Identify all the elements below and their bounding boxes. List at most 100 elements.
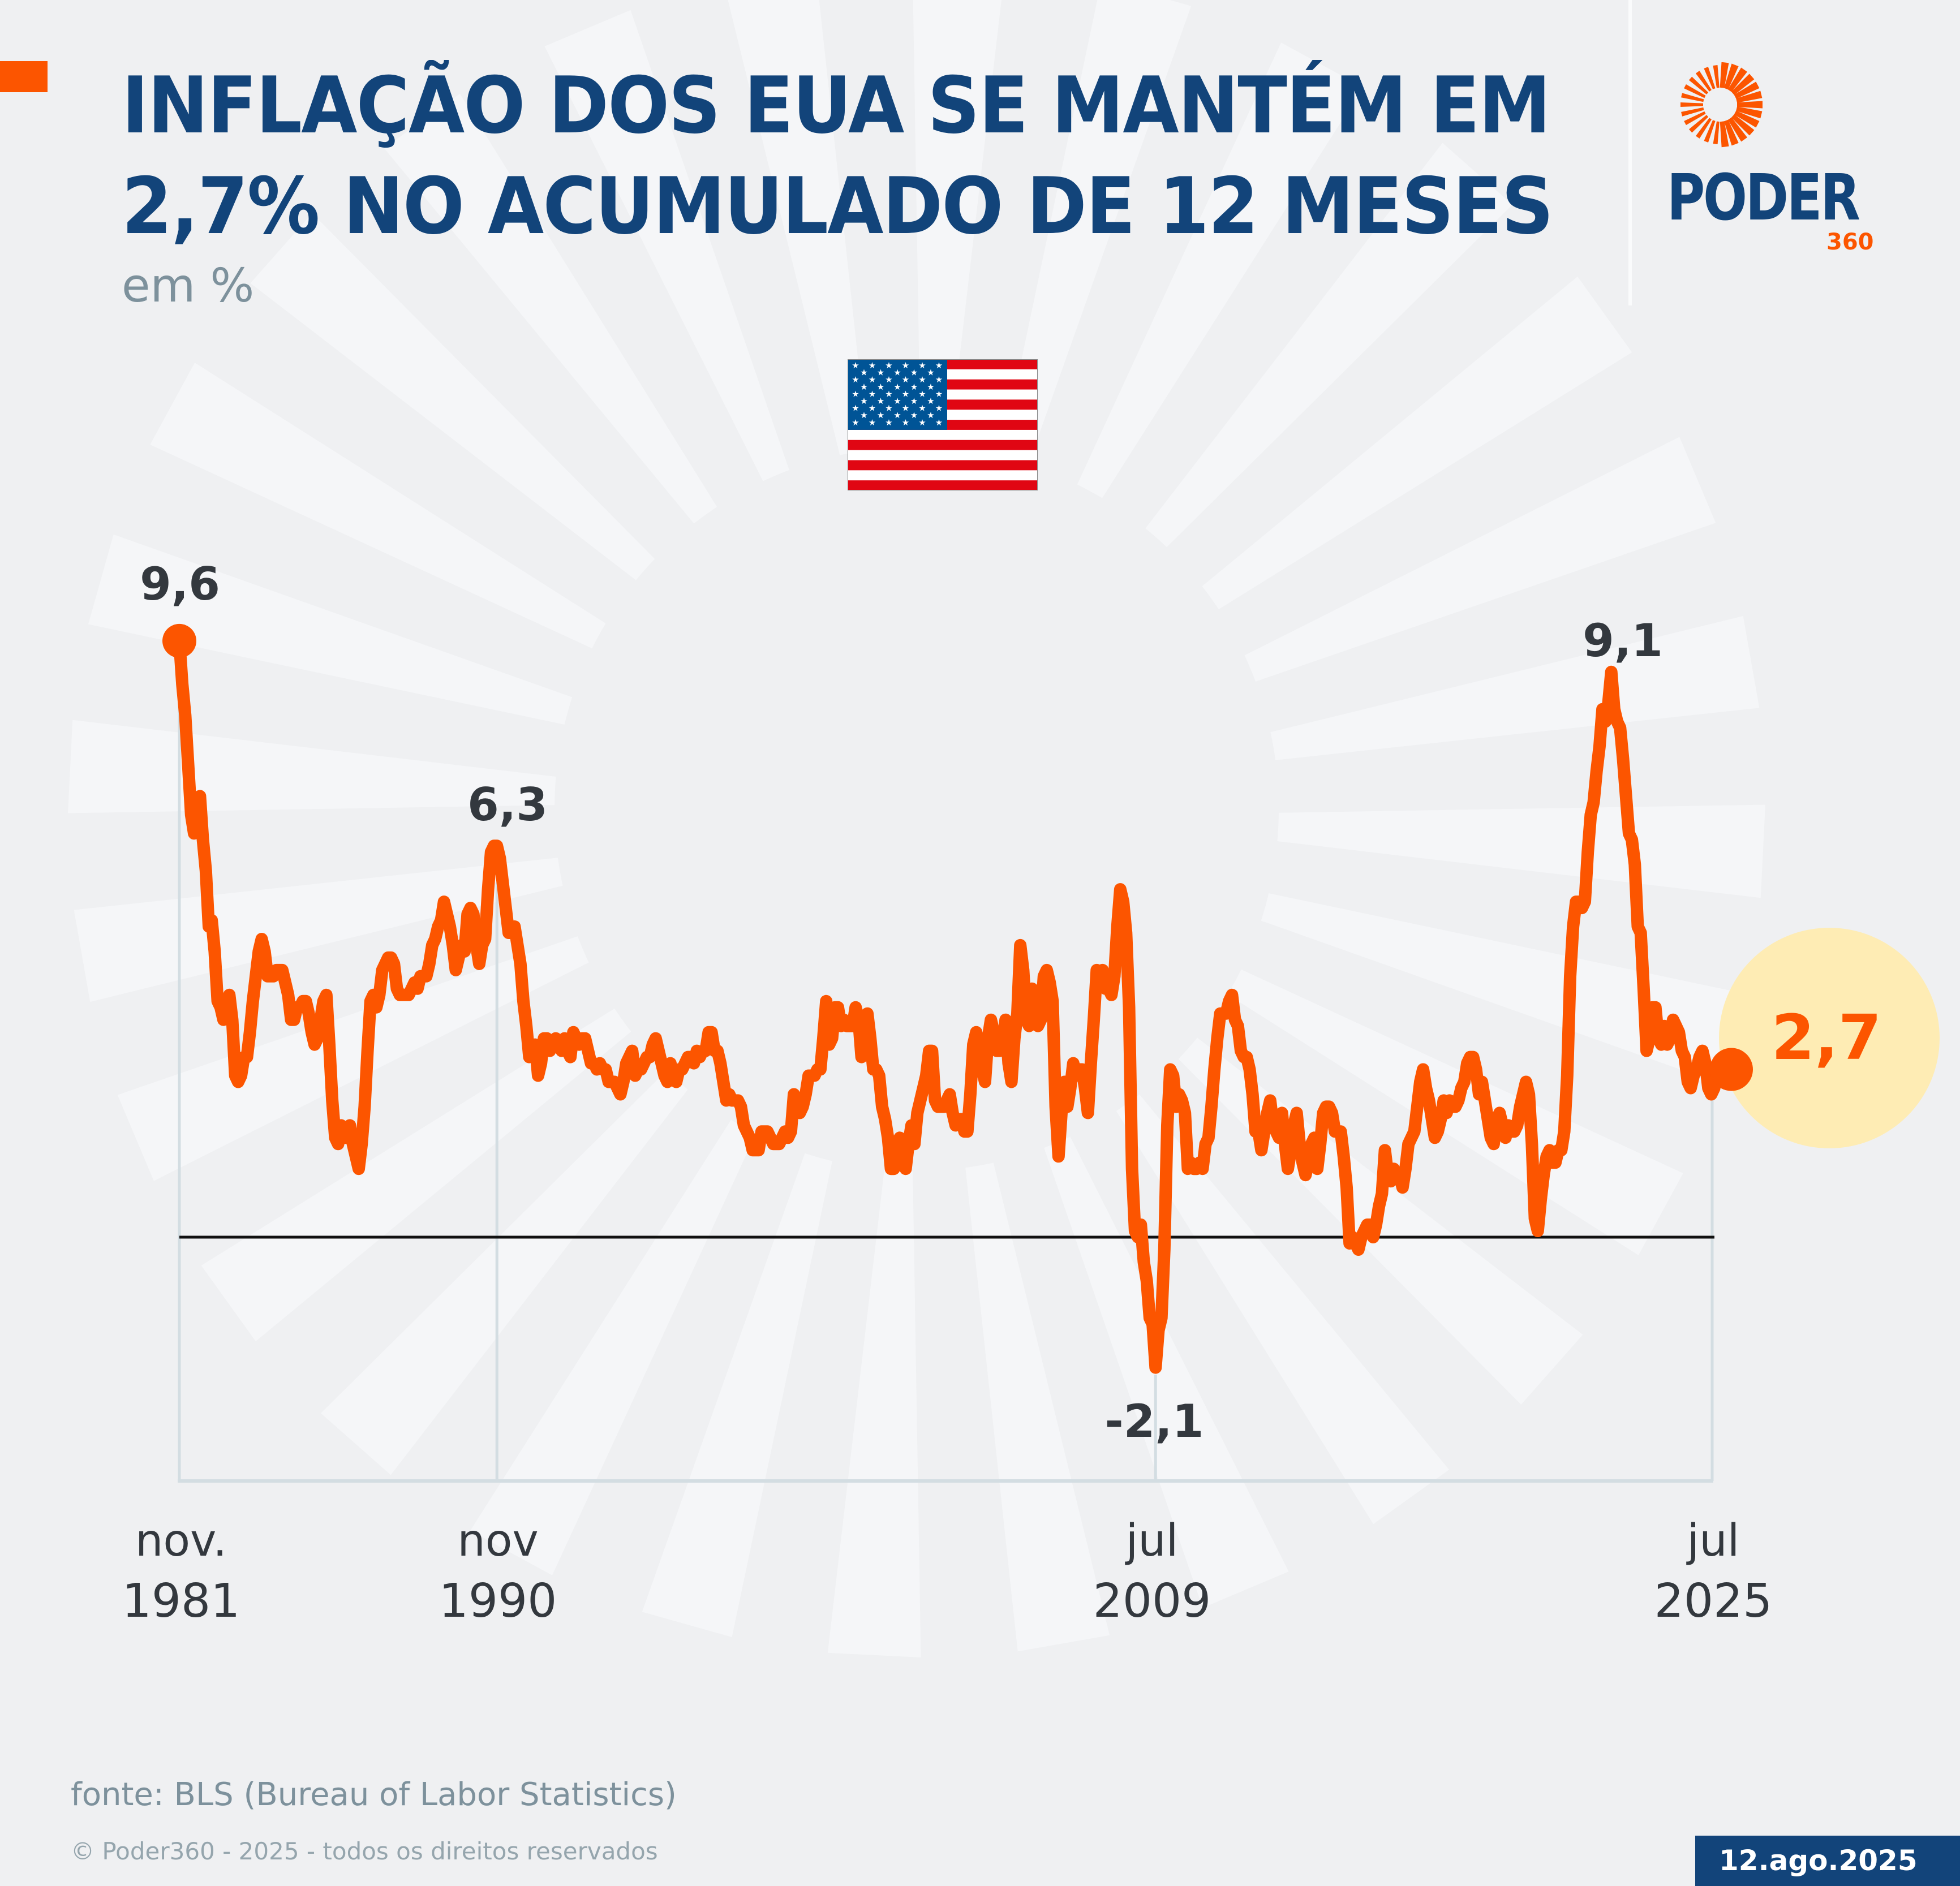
logo-ray <box>1720 121 1729 148</box>
header-divider <box>1628 0 1632 305</box>
flag-star: ★ <box>860 382 867 392</box>
flag-star: ★ <box>877 382 884 392</box>
logo-ray <box>1720 62 1729 88</box>
flag-star: ★ <box>918 404 926 414</box>
logo-ray <box>1731 114 1755 136</box>
data-label: -2,1 <box>1105 1395 1204 1448</box>
flag-star: ★ <box>852 389 859 399</box>
title-line-2: 2,7% NO ACUMULADO DE 12 MESES <box>122 161 1554 252</box>
sunburst-ray <box>1131 996 1583 1405</box>
logo-ray <box>1681 107 1704 117</box>
flag-star: ★ <box>927 382 934 392</box>
flag-canton <box>848 359 947 430</box>
logo-ray <box>1695 118 1712 139</box>
sunburst-ray <box>321 1023 729 1475</box>
flag-stripe <box>848 450 1038 460</box>
sunburst-ray <box>384 93 753 576</box>
series-line <box>173 634 1726 1374</box>
logo-wordmark: PODER <box>1667 161 1860 235</box>
flag-border <box>848 359 1038 490</box>
sunburst-ray <box>827 1102 921 1657</box>
flag-star: ★ <box>885 361 892 371</box>
logo-ray <box>1731 74 1755 96</box>
x-tick-year: 2025 <box>1654 1574 1773 1628</box>
x-tick-month: jul <box>1686 1515 1740 1566</box>
logo-ray <box>1695 71 1712 92</box>
x-tick-month: nov. <box>135 1515 227 1566</box>
flag-star: ★ <box>918 375 926 385</box>
start-point-marker <box>162 623 196 658</box>
sunburst-ray <box>1150 276 1632 645</box>
flag-star: ★ <box>902 361 909 371</box>
flag-stripe <box>848 480 1038 490</box>
sunburst-ray <box>544 10 811 542</box>
flag-star: ★ <box>877 411 884 420</box>
sunburst-ray <box>1048 42 1363 556</box>
x-tick-month: jul <box>1125 1515 1179 1566</box>
logo-ray <box>1688 115 1709 133</box>
sunburst-ray <box>88 534 637 739</box>
logo-number: 360 <box>1826 229 1874 255</box>
flag-star: ★ <box>902 375 909 385</box>
flag-star: ★ <box>935 375 943 385</box>
flag-star: ★ <box>852 375 859 385</box>
logo-ray <box>1734 110 1760 128</box>
sunburst-ray <box>1197 879 1746 1084</box>
flag-stripe <box>848 429 1038 441</box>
x-tick-year: 2009 <box>1093 1574 1211 1628</box>
source-note: fonte: BLS (Bureau of Labor Statistics) <box>71 1776 677 1813</box>
flag-star: ★ <box>935 418 943 428</box>
flag-star: ★ <box>885 404 892 414</box>
sunburst-ray <box>987 0 1192 529</box>
title-accent-bar <box>0 61 48 92</box>
flag-star: ★ <box>869 404 876 414</box>
flag-star: ★ <box>885 375 892 385</box>
flag-star: ★ <box>902 389 909 399</box>
flag-star: ★ <box>927 368 934 378</box>
flag-star: ★ <box>869 375 876 385</box>
highlight-circle <box>1719 928 1940 1148</box>
data-label: 6,3 <box>467 778 548 831</box>
sunburst-ray <box>1104 143 1512 595</box>
logo-ray <box>1688 76 1709 94</box>
logo-ray <box>1727 117 1748 142</box>
flag-star: ★ <box>935 389 943 399</box>
logo-ray <box>1704 120 1716 143</box>
x-tick-year: 1981 <box>122 1574 240 1628</box>
title-line-1: INFLAÇÃO DOS EUA SE MANTÉM EM <box>122 60 1551 151</box>
flag-star: ★ <box>893 382 901 392</box>
flag-star: ★ <box>885 418 892 428</box>
flag-star: ★ <box>860 368 867 378</box>
logo-ray <box>1713 65 1720 88</box>
page-title: INFLAÇÃO DOS EUA SE MANTÉM EM 2,7% NO AC… <box>122 55 1554 257</box>
flag-star: ★ <box>902 404 909 414</box>
flag-star: ★ <box>918 389 926 399</box>
data-label: 2,7 <box>1772 1001 1882 1074</box>
flag-star: ★ <box>893 397 901 406</box>
copyright-note: © Poder360 - 2025 - todos os direitos re… <box>71 1837 658 1865</box>
logo-ray <box>1736 106 1763 119</box>
flag-star: ★ <box>869 361 876 371</box>
logo-ray <box>1681 93 1704 102</box>
chart-grid <box>178 645 1714 1483</box>
logo-ray <box>1724 119 1739 146</box>
data-label: 9,1 <box>1583 614 1663 667</box>
x-tick-year: 1990 <box>439 1574 557 1628</box>
date-badge: 12.ago.2025 <box>1695 1836 1960 1886</box>
flag-star: ★ <box>860 411 867 420</box>
logo-ray <box>1736 91 1763 103</box>
logo-ray <box>1713 121 1720 144</box>
flag-star: ★ <box>910 411 918 420</box>
logo-ray <box>1704 67 1716 89</box>
flag-star: ★ <box>852 404 859 414</box>
end-point-marker <box>1710 1048 1753 1091</box>
logo-ray <box>1684 111 1706 126</box>
sunburst-ray <box>728 0 875 522</box>
logo-ray <box>1680 102 1704 107</box>
flag-star: ★ <box>927 411 934 420</box>
us-flag-icon: ★ ★ ★ ★ ★ ★★ ★ ★ ★ ★★ ★ ★ ★ ★ ★★ ★ ★ ★ ★★ ★ ★ ★ ★ ★★ ★ ★ ★ ★★ ★ ★ ★ ★ ★★… <box>848 359 1038 490</box>
flag-stripe <box>848 440 1038 451</box>
flag-stripe <box>848 460 1038 471</box>
